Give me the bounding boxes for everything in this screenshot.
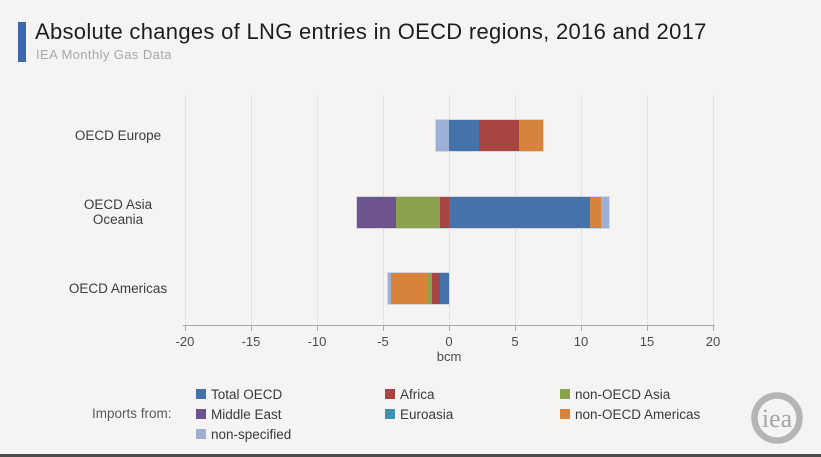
legend-item-label: Euroasia — [400, 406, 454, 422]
category-label: OECD Europe — [74, 127, 162, 143]
x-axis-tick — [382, 326, 384, 331]
bar-outline — [387, 272, 450, 306]
x-axis-tick — [580, 326, 582, 331]
x-tick-label: -5 — [377, 334, 389, 349]
bar-segment-non-specified — [388, 273, 391, 305]
x-tick-label: 0 — [445, 334, 453, 349]
legend-swatch — [196, 389, 206, 399]
legend-swatch — [560, 409, 570, 419]
bar-segment-non-specified — [435, 119, 449, 151]
legend-item-label: Total OECD — [211, 386, 283, 402]
x-tick-label: 20 — [705, 334, 721, 349]
bar-segment-africa — [439, 196, 449, 228]
x-axis-unit-label: bcm — [436, 349, 462, 364]
gridline — [184, 95, 186, 325]
title-accent-bar — [18, 22, 26, 62]
bar-segment-non-oecd-americas — [590, 196, 601, 228]
plot-area: -20 -15 -10 -5 0 5 10 15 20 bcm — [176, 95, 720, 364]
gridline — [712, 95, 714, 325]
x-tick-label: 5 — [511, 334, 519, 349]
legend-swatch — [385, 409, 395, 419]
bar-segment-non-specified — [600, 196, 609, 228]
bar-outline — [355, 195, 610, 229]
x-tick-label: 10 — [573, 334, 589, 349]
legend-item-label: Middle East — [211, 406, 282, 422]
x-tick-label: -10 — [307, 334, 327, 349]
bar-segment-middle-east — [356, 196, 397, 228]
bar-segment-total-oecd — [449, 119, 480, 151]
legend-title: Imports from: — [92, 406, 172, 421]
legend-item-label: non-OECD Asia — [575, 386, 671, 402]
x-axis-tick — [514, 326, 516, 331]
gridline — [316, 95, 318, 325]
x-axis-line — [183, 325, 715, 326]
legend-item: non-OECD Asia — [560, 386, 700, 402]
legend-swatch — [385, 389, 395, 399]
chart-title: Absolute changes of LNG entries in OECD … — [35, 19, 707, 44]
iea-logo: iea — [751, 392, 803, 444]
x-axis-tick — [316, 326, 318, 331]
bar-segment-non-oecd-americas — [518, 119, 543, 151]
x-axis-tick — [712, 326, 714, 331]
x-axis-tick — [448, 326, 450, 331]
x-axis-tick — [646, 326, 648, 331]
bottom-border — [0, 454, 821, 457]
bar-segment-total-oecd — [449, 196, 591, 228]
x-tick-label: -15 — [241, 334, 261, 349]
x-axis-tick — [250, 326, 252, 331]
bar-segment-africa — [431, 273, 440, 305]
gridline — [250, 95, 252, 325]
legend-column: non-OECD Asia non-OECD Americas — [560, 387, 700, 427]
bar-segment-non-oecd-asia — [396, 196, 440, 228]
bar-segment-non-oecd-asia — [427, 273, 432, 305]
bar-segment-non-oecd-americas — [390, 273, 428, 305]
chart-subtitle: IEA Monthly Gas Data — [36, 47, 172, 62]
legend-swatch — [196, 409, 206, 419]
svg-text:iea: iea — [762, 404, 793, 433]
bar-outline — [434, 118, 544, 152]
legend-item: Middle East — [196, 406, 291, 422]
legend-item-label: non-OECD Americas — [575, 406, 701, 422]
legend-item: non-OECD Americas — [560, 406, 701, 422]
legend-swatch — [196, 429, 206, 439]
x-axis-tick — [184, 326, 186, 331]
legend-column: Africa Euroasia — [385, 387, 453, 427]
x-tick-label: 15 — [639, 334, 655, 349]
legend-item: Africa — [385, 386, 453, 402]
legend-item-label: Africa — [400, 386, 435, 402]
x-tick-label: -20 — [175, 334, 195, 349]
legend-column: Total OECD Middle East non-specified — [196, 387, 291, 447]
bar-segment-africa — [479, 119, 519, 151]
legend-item: Euroasia — [385, 406, 454, 422]
legend-swatch — [560, 389, 570, 399]
bar-segment-total-oecd — [439, 273, 449, 305]
legend-item-label: non-specified — [211, 426, 292, 442]
gridline — [646, 95, 648, 325]
category-label: OECD Americas — [68, 280, 168, 296]
legend-item: Total OECD — [196, 386, 291, 402]
legend-item: non-specified — [196, 426, 292, 442]
category-label: OECD Asia Oceania — [83, 196, 153, 228]
